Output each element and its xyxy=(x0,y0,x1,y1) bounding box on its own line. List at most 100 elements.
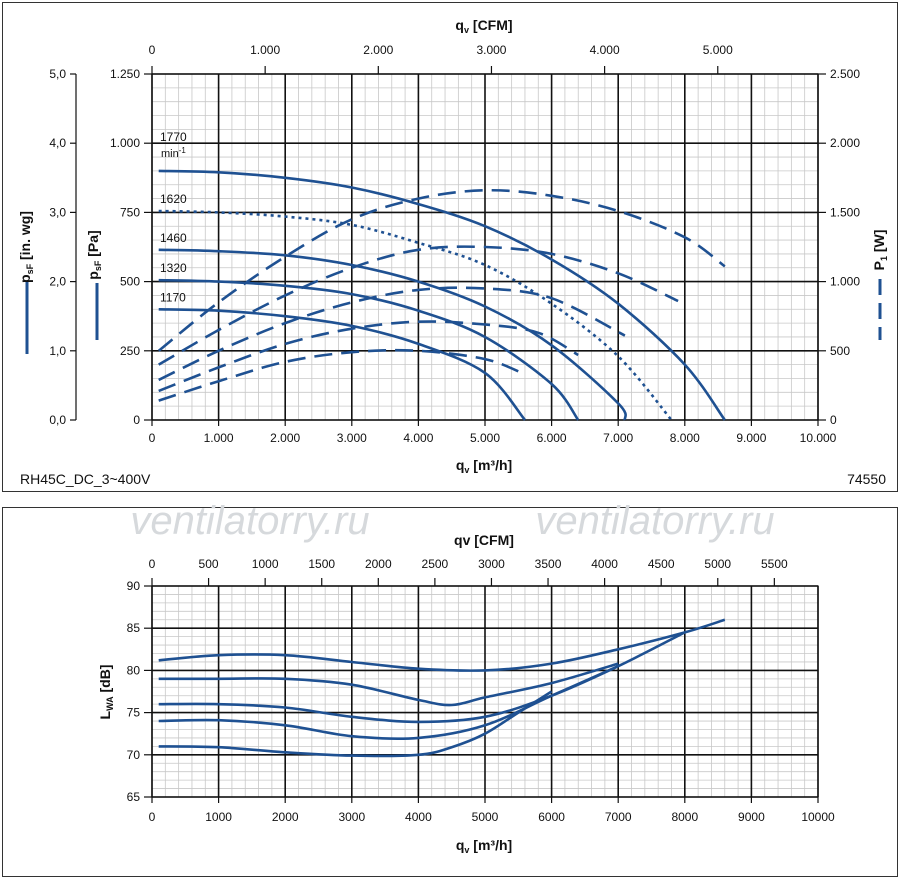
power-tick-label: 0 xyxy=(830,413,837,427)
sound-bottom-tick-label: 8000 xyxy=(671,810,698,824)
pa-tick-label: 1.000 xyxy=(110,136,140,150)
lower-panel-frame xyxy=(2,507,898,877)
pa-tick-label: 1.250 xyxy=(110,67,140,81)
upper-panel-frame xyxy=(2,2,898,492)
sound-curve-1460 xyxy=(158,631,686,724)
top-tick-label: 3.000 xyxy=(476,43,506,57)
sound-bottom-axis-title: qv [m³/h] xyxy=(456,837,512,855)
sound-top-tick-label: 5000 xyxy=(704,557,731,571)
bottom-tick-label: 5.000 xyxy=(470,431,500,445)
pressure-curve-1170 xyxy=(158,308,527,421)
speed-unit: min-1 xyxy=(161,146,186,160)
sound-y-tick-label: 85 xyxy=(127,621,141,635)
watermark-text-right: ventilatorry.ru xyxy=(535,499,774,543)
bottom-tick-label: 2.000 xyxy=(270,431,300,445)
watermark: ventilatorry.ru ventilatorry.ru xyxy=(130,499,774,543)
svg-text:psF [Pa]: psF [Pa] xyxy=(85,230,103,279)
bottom-axis-title: qv [m³/h] xyxy=(456,457,512,475)
sound-top-tick-label: 0 xyxy=(149,557,156,571)
sound-y-tick-label: 80 xyxy=(127,663,141,677)
power-tick-label: 2.000 xyxy=(830,136,860,150)
inwg-tick-label: 3,0 xyxy=(49,205,66,219)
power-axis-title: P1 [W] xyxy=(871,230,889,340)
sound-curve-1320 xyxy=(158,665,619,741)
speed-labels: 1770 1620 1460 1320 1170 xyxy=(160,130,187,304)
bottom-tick-label: 4.000 xyxy=(403,431,433,445)
sound-top-tick-label: 500 xyxy=(199,557,219,571)
top-tick-label: 2.000 xyxy=(363,43,393,57)
sound-y-tick-label: 90 xyxy=(127,579,141,593)
pa-tick-label: 500 xyxy=(120,275,140,289)
sound-top-tick-label: 3500 xyxy=(535,557,562,571)
sound-bottom-tick-label: 4000 xyxy=(405,810,432,824)
speed-label-1170: 1170 xyxy=(160,290,186,304)
sound-bottom-tick-label: 10000 xyxy=(801,810,835,824)
pa-tick-label: 250 xyxy=(120,344,140,358)
inwg-tick-label: 4,0 xyxy=(49,136,66,150)
sound-bottom-tick-label: 6000 xyxy=(538,810,565,824)
sound-top-tick-label: 5500 xyxy=(761,557,788,571)
bottom-tick-label: 1.000 xyxy=(204,431,234,445)
sound-curve-1170 xyxy=(158,690,553,758)
pressure-curve-1620 xyxy=(158,209,673,421)
sound-top-tick-label: 2000 xyxy=(365,557,392,571)
pressure-curves xyxy=(158,169,726,421)
bottom-tick-label: 6.000 xyxy=(537,431,567,445)
pressure-curve-1770 xyxy=(158,169,726,421)
bottom-tick-label: 10.000 xyxy=(800,431,837,445)
bottom-tick-label: 3.000 xyxy=(337,431,367,445)
sound-y-tick-label: 65 xyxy=(127,790,141,804)
sound-chart-grid xyxy=(151,585,819,798)
sound-curve-1620 xyxy=(158,662,619,707)
sound-curve-1770 xyxy=(158,618,726,672)
bottom-tick-label: 9.000 xyxy=(736,431,766,445)
sound-bottom-tick-label: 3000 xyxy=(338,810,365,824)
power-curve-1460 xyxy=(158,286,626,382)
pa-tick-label: 0 xyxy=(133,413,140,427)
bottom-tick-label: 8.000 xyxy=(670,431,700,445)
sound-curves xyxy=(158,618,726,758)
bottom-tick-label: 0 xyxy=(149,431,156,445)
svg-text:P1 [W]: P1 [W] xyxy=(871,230,889,271)
top-tick-label: 0 xyxy=(149,43,156,57)
inwg-tick-label: 1,0 xyxy=(49,344,66,358)
top-axis-title: qv [CFM] xyxy=(455,17,512,35)
bottom-tick-label: 7.000 xyxy=(603,431,633,445)
sound-bottom-tick-label: 5000 xyxy=(472,810,499,824)
pa-axis-title: psF [Pa] xyxy=(85,230,103,340)
sound-y-axis-title: LWA [dB] xyxy=(97,665,115,720)
sound-y-tick-label: 70 xyxy=(127,748,141,762)
power-curve-1620 xyxy=(158,245,679,366)
sound-top-tick-label: 3000 xyxy=(478,557,505,571)
sound-top-tick-label: 2500 xyxy=(422,557,449,571)
power-tick-label: 1.000 xyxy=(830,275,860,289)
sound-bottom-tick-label: 9000 xyxy=(738,810,765,824)
sound-top-tick-label: 4000 xyxy=(591,557,618,571)
sound-bottom-tick-label: 1000 xyxy=(205,810,232,824)
pa-tick-label: 750 xyxy=(120,205,140,219)
sound-bottom-tick-label: 7000 xyxy=(605,810,632,824)
sound-top-axis-title: qv [CFM] xyxy=(454,532,514,548)
pressure-curve-1460 xyxy=(158,248,627,421)
sound-top-tick-label: 1000 xyxy=(252,557,279,571)
power-curve-1170 xyxy=(158,348,526,402)
svg-text:psF [in. wg]: psF [in. wg] xyxy=(17,211,35,283)
power-tick-label: 500 xyxy=(830,344,850,358)
speed-label-1460: 1460 xyxy=(160,231,187,245)
speed-label-1770: 1770 xyxy=(160,130,187,144)
speed-label-1620: 1620 xyxy=(160,192,187,206)
sound-bottom-tick-label: 2000 xyxy=(272,810,299,824)
inwg-tick-label: 0,0 xyxy=(49,413,66,427)
sound-bottom-tick-label: 0 xyxy=(149,810,156,824)
code-label: 74550 xyxy=(847,471,886,487)
power-tick-label: 1.500 xyxy=(830,205,860,219)
pressure-chart-ticks: 0 1.000 2.000 3.000 4.000 5.000 6.000 7.000 8.00… xyxy=(49,43,860,445)
watermark-text-left: ventilatorry.ru xyxy=(130,499,369,543)
top-tick-label: 5.000 xyxy=(703,43,733,57)
sound-top-tick-label: 4500 xyxy=(648,557,675,571)
inwg-tick-label: 2,0 xyxy=(49,275,66,289)
speed-label-1320: 1320 xyxy=(160,261,187,275)
inwg-axis-title: psF [in. wg] xyxy=(17,211,35,354)
top-tick-label: 1.000 xyxy=(250,43,280,57)
power-curve-1770 xyxy=(157,188,726,352)
